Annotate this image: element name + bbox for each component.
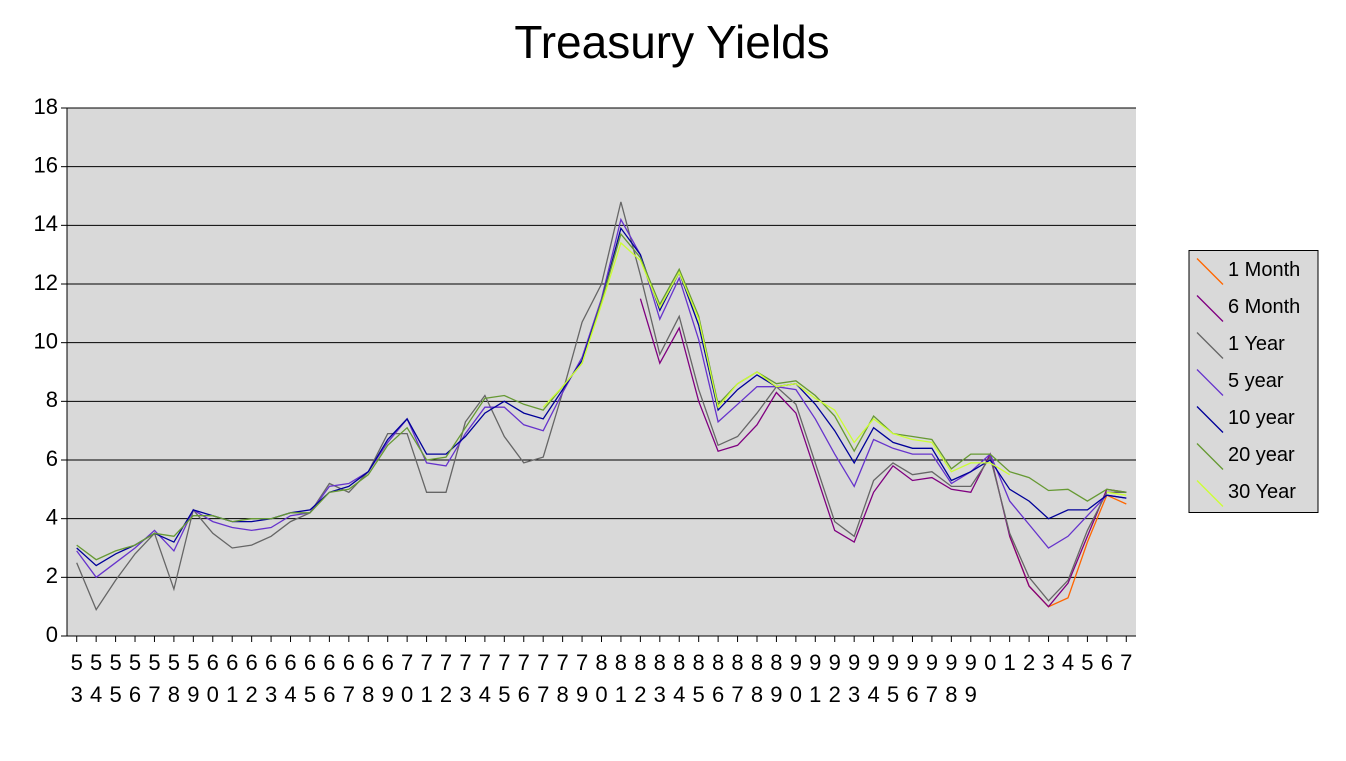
x-tick-label: 80 [595, 650, 608, 707]
x-tick-label: 68 [362, 650, 375, 707]
legend-swatch [1196, 480, 1224, 507]
legend-label: 6 Month [1228, 296, 1300, 318]
x-tick-label: 64 [284, 650, 297, 707]
x-tick-label: 67 [342, 650, 355, 707]
legend-label: 20 year [1228, 444, 1295, 466]
series-line [542, 241, 1127, 496]
y-tick-label: 10 [34, 328, 58, 353]
x-tick-label: 71 [420, 650, 433, 707]
x-tick-label: 91 [809, 650, 822, 707]
x-tick-label: 59 [187, 650, 200, 707]
x-tick-label: 75 [498, 650, 511, 707]
x-tick-label: 4 [1061, 650, 1075, 675]
x-tick-label: 89 [770, 650, 783, 707]
x-tick-label: 90 [789, 650, 802, 707]
x-tick-label: 62 [245, 650, 258, 707]
x-tick-label: 85 [692, 650, 705, 707]
series-line [76, 201, 1127, 611]
x-tick-label: 76 [517, 650, 530, 707]
x-tick-label: 98 [945, 650, 958, 707]
x-tick-label: 58 [167, 650, 181, 707]
x-tick-label: 83 [653, 650, 666, 707]
x-tick-label: 87 [731, 650, 744, 707]
x-tick-label: 5 [1081, 650, 1094, 675]
x-tick-label: 55 [109, 650, 122, 707]
x-tick-label: 66 [323, 650, 336, 707]
x-tick-label: 74 [478, 650, 491, 707]
x-tick-label: 77 [537, 650, 550, 707]
y-tick-label: 2 [46, 563, 58, 588]
x-tick-label: 70 [401, 650, 414, 707]
chart-title: Treasury Yields [514, 16, 829, 68]
legend-label: 30 Year [1228, 481, 1296, 503]
series-line [76, 232, 1127, 561]
legend-swatch [1196, 295, 1224, 322]
y-tick-label: 0 [46, 622, 58, 647]
x-tick-label: 73 [459, 650, 472, 707]
series-line [76, 217, 1127, 579]
x-tick-label: 57 [148, 650, 161, 707]
legend-swatch [1196, 258, 1224, 285]
y-tick-label: 6 [46, 446, 58, 471]
x-tick-label: 54 [90, 650, 103, 707]
x-tick-label: 81 [614, 650, 628, 707]
x-tick-label: 1 [1003, 650, 1016, 675]
legend-swatch [1196, 406, 1224, 433]
legend-swatch [1196, 369, 1224, 396]
x-tick-label: 0 [984, 650, 997, 675]
plot-area [67, 108, 1136, 636]
legend-label: 10 year [1228, 407, 1295, 429]
x-tick-label: 63 [264, 650, 278, 707]
x-tick-label: 6 [1100, 650, 1113, 675]
y-tick-label: 4 [46, 504, 58, 529]
x-tick-label: 78 [556, 650, 569, 707]
x-tick-label: 56 [128, 650, 142, 707]
legend-label: 1 Month [1228, 259, 1300, 281]
y-tick-label: 18 [34, 94, 58, 119]
x-tick-label: 79 [575, 650, 589, 707]
x-tick-label: 99 [964, 650, 977, 707]
legend-swatch [1196, 443, 1224, 470]
y-tick-label: 12 [34, 270, 58, 295]
x-tick-label: 95 [886, 650, 900, 707]
x-tick-label: 92 [828, 650, 841, 707]
x-tick-label: 7 [1120, 650, 1133, 675]
y-tick-label: 16 [34, 152, 58, 177]
x-tick-label: 60 [206, 650, 219, 707]
x-tick-label: 96 [906, 650, 919, 707]
legend-label: 1 Year [1228, 333, 1285, 355]
x-tick-label: 3 [1042, 650, 1055, 675]
y-tick-label: 14 [34, 211, 58, 236]
x-tick-label: 65 [303, 650, 317, 707]
x-tick-label: 69 [381, 650, 394, 707]
y-tick-label: 8 [46, 387, 58, 412]
x-tick-label: 84 [673, 650, 686, 707]
x-tick-label: 61 [226, 650, 239, 707]
legend-box [1188, 250, 1319, 513]
x-tick-label: 97 [925, 650, 939, 707]
series-line [639, 298, 1127, 608]
legend-label: 5 year [1228, 370, 1284, 392]
x-tick-label: 93 [848, 650, 861, 707]
x-tick-label: 94 [867, 650, 880, 707]
x-tick-label: 82 [634, 650, 647, 707]
x-tick-label: 86 [711, 650, 725, 707]
legend-swatch [1196, 332, 1224, 359]
x-tick-label: 88 [750, 650, 764, 707]
x-tick-label: 53 [70, 650, 83, 707]
x-tick-label: 2 [1022, 650, 1036, 675]
x-tick-label: 72 [439, 650, 453, 707]
